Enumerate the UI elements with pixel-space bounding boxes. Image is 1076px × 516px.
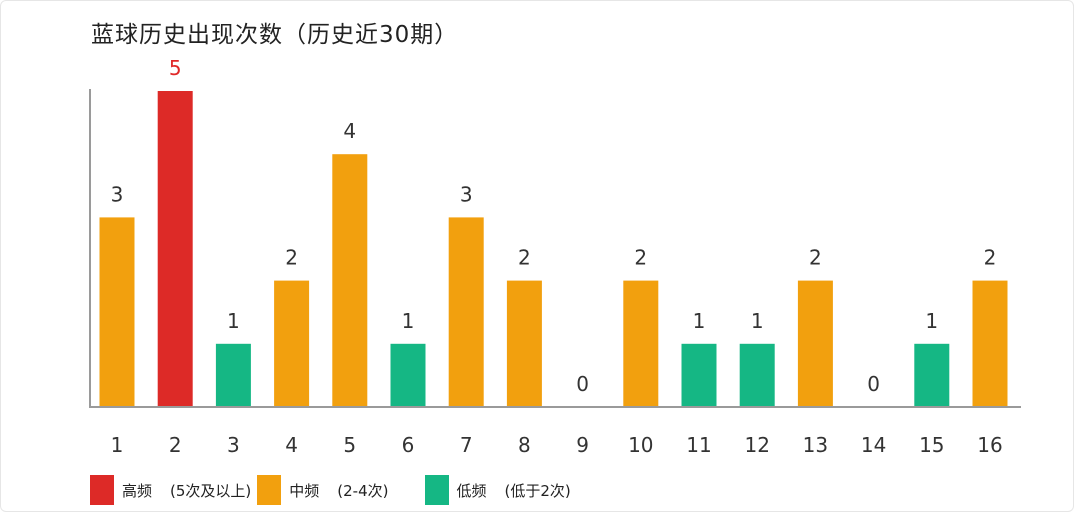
x-tick-6: 6 (402, 433, 415, 457)
bar-1 (99, 217, 135, 407)
data-label-10: 2 (634, 246, 647, 270)
legend-range-low: (低于2次) (504, 481, 571, 500)
data-label-11: 1 (693, 309, 706, 333)
legend-swatch-low (424, 475, 449, 505)
legend-name-low: 低频 (456, 481, 487, 500)
bar-13 (797, 280, 833, 407)
x-tick-5: 5 (343, 433, 356, 457)
x-tick-14: 14 (861, 433, 886, 457)
bar-15 (914, 343, 950, 407)
x-tick-15: 15 (919, 433, 944, 457)
bar-8 (506, 280, 542, 407)
x-tick-16: 16 (977, 433, 1002, 457)
x-tick-9: 9 (576, 433, 589, 457)
data-label-4: 2 (285, 246, 298, 270)
legend-item-high: 高频 (5次及以上) (90, 475, 257, 505)
x-tick-7: 7 (460, 433, 473, 457)
bar-12 (739, 343, 775, 407)
legend-name-high: 高频 (122, 481, 153, 500)
data-label-5: 4 (343, 119, 356, 143)
data-label-15: 1 (925, 309, 938, 333)
data-label-1: 3 (111, 182, 124, 206)
legend: 高频 (5次及以上) 中频 (2-4次) 低频 (低于2次) (90, 473, 577, 507)
data-label-9: 0 (576, 372, 589, 396)
bar-16 (972, 280, 1008, 407)
bar-5 (332, 154, 368, 407)
x-tick-3: 3 (227, 433, 240, 457)
x-tick-1: 1 (111, 433, 124, 457)
data-label-8: 2 (518, 246, 531, 270)
data-label-13: 2 (809, 246, 822, 270)
legend-range-high: (5次及以上) (170, 481, 252, 500)
x-tick-12: 12 (744, 433, 769, 457)
x-tick-2: 2 (169, 433, 182, 457)
legend-item-mid: 中频 (2-4次) (257, 475, 424, 505)
data-label-3: 1 (227, 309, 240, 333)
x-tick-13: 13 (803, 433, 828, 457)
data-label-16: 2 (984, 246, 997, 270)
legend-item-low: 低频 (低于2次) (424, 475, 577, 505)
bar-2 (157, 91, 193, 407)
chart-title: 蓝球历史出现次数（历史近30期） (91, 22, 459, 48)
bar-6 (390, 343, 426, 407)
bar-11 (681, 343, 717, 407)
bar-4 (274, 280, 310, 407)
x-tick-10: 10 (628, 433, 653, 457)
legend-swatch-mid (257, 475, 282, 505)
bar-3 (215, 343, 251, 407)
data-label-2: 5 (169, 56, 182, 80)
legend-swatch-high (90, 475, 114, 505)
legend-range-mid: (2-4次) (337, 481, 389, 500)
bar-7 (448, 217, 484, 407)
data-label-6: 1 (402, 309, 415, 333)
x-tick-8: 8 (518, 433, 531, 457)
data-label-7: 3 (460, 182, 473, 206)
x-tick-11: 11 (686, 433, 711, 457)
bar-10 (623, 280, 659, 407)
data-label-12: 1 (751, 309, 764, 333)
legend-name-mid: 中频 (289, 481, 320, 500)
data-label-14: 0 (867, 372, 880, 396)
x-tick-4: 4 (285, 433, 298, 457)
